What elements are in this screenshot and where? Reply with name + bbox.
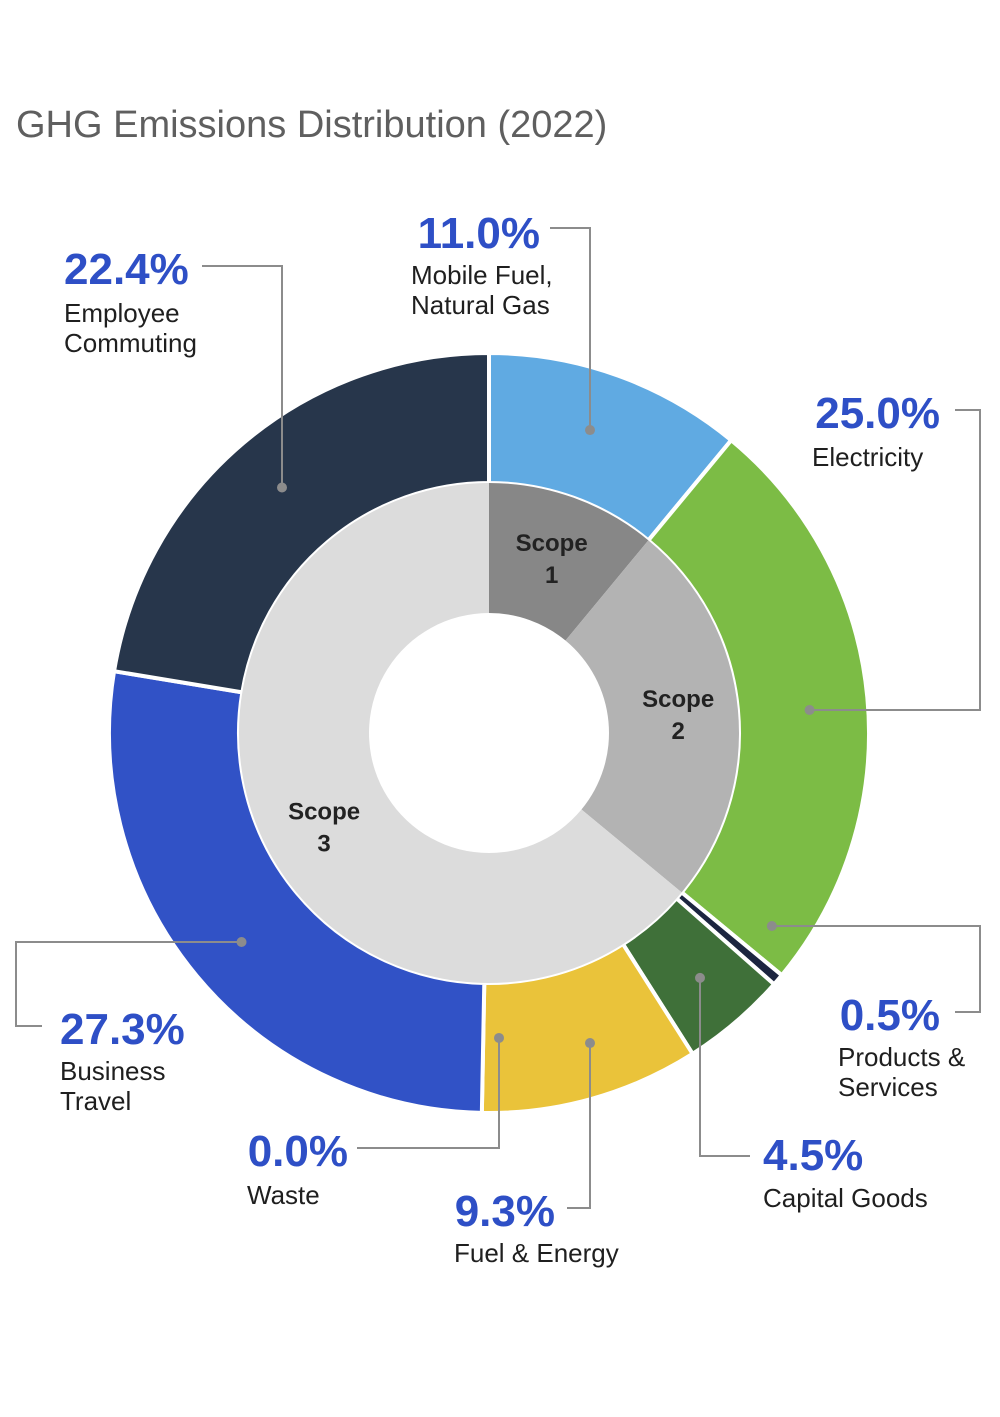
leader-line-capital-goods bbox=[699, 977, 750, 1157]
value-label-employee-commuting: 22.4% bbox=[64, 245, 189, 294]
callout-capital-goods: 4.5%Capital Goods bbox=[695, 972, 928, 1213]
value-label-business-travel: 27.3% bbox=[60, 1005, 185, 1054]
scope-label-1: Scope 1 bbox=[516, 530, 588, 589]
leader-dot-products-services bbox=[766, 921, 777, 931]
category-label-waste: Waste bbox=[247, 1180, 320, 1210]
category-label-employee-commuting: Employee Commuting bbox=[64, 298, 197, 358]
category-label-business-travel: Business Travel bbox=[60, 1056, 166, 1116]
value-label-fuel-energy: 9.3% bbox=[455, 1187, 555, 1236]
leader-line-waste bbox=[357, 1037, 500, 1149]
leader-line-business-travel bbox=[15, 941, 242, 1027]
leader-dot-employee-commuting bbox=[277, 482, 287, 493]
category-label-electricity: Electricity bbox=[812, 442, 923, 472]
scope-labels: Scope 1 Scope 2 Scope 3 bbox=[288, 530, 714, 857]
callout-business-travel: 27.3%Business Travel bbox=[15, 937, 247, 1116]
value-label-electricity: 25.0% bbox=[815, 389, 940, 438]
category-label-fuel-energy: Fuel & Energy bbox=[454, 1238, 619, 1268]
inner-slice-scope-1 bbox=[489, 483, 649, 641]
value-label-waste: 0.0% bbox=[248, 1127, 348, 1176]
leader-dot-fuel-energy bbox=[585, 1038, 595, 1049]
chart-title: GHG Emissions Distribution (2022) bbox=[16, 104, 608, 146]
category-label-capital-goods: Capital Goods bbox=[763, 1183, 928, 1213]
inner-ring bbox=[239, 483, 740, 984]
scope-label-3: Scope 3 bbox=[288, 798, 360, 857]
callout-products-services: 0.5%Products & Services bbox=[766, 921, 981, 1102]
leader-line-products-services bbox=[771, 925, 981, 1013]
category-label-mobile-fuel-natural-gas: Mobile Fuel, Natural Gas bbox=[411, 260, 553, 320]
leader-dot-electricity bbox=[804, 705, 815, 715]
leader-dot-waste bbox=[494, 1032, 504, 1043]
value-label-products-services: 0.5% bbox=[840, 991, 940, 1040]
leader-dot-capital-goods bbox=[695, 972, 705, 983]
leader-dot-mobile-fuel-natural-gas bbox=[585, 425, 595, 436]
leader-line-mobile-fuel-natural-gas bbox=[550, 227, 591, 431]
value-label-mobile-fuel-natural-gas: 11.0% bbox=[418, 209, 540, 258]
inner-slice-scope-2 bbox=[565, 540, 740, 893]
category-label-products-services: Products & Services bbox=[838, 1042, 965, 1102]
leader-line-employee-commuting bbox=[202, 265, 283, 488]
callout-fuel-energy: 9.3%Fuel & Energy bbox=[454, 1038, 619, 1268]
inner-slice-scope-3 bbox=[239, 483, 682, 984]
callout-mobile-fuel-natural-gas: 11.0%Mobile Fuel, Natural Gas bbox=[411, 209, 595, 436]
scope-label-2: Scope 2 bbox=[642, 686, 714, 745]
callout-waste: 0.0% Waste bbox=[247, 1032, 504, 1210]
callout-electricity: 25.0% Electricity bbox=[804, 389, 981, 715]
callout-employee-commuting: 22.4%Employee Commuting bbox=[64, 245, 287, 493]
value-label-capital-goods: 4.5% bbox=[763, 1131, 863, 1180]
callouts: 11.0%Mobile Fuel, Natural Gas 25.0% Electri… bbox=[15, 209, 981, 1268]
leader-dot-business-travel bbox=[236, 937, 247, 947]
leader-line-fuel-energy bbox=[567, 1043, 591, 1209]
outer-ring bbox=[107, 350, 871, 1115]
leader-line-electricity bbox=[809, 409, 981, 711]
